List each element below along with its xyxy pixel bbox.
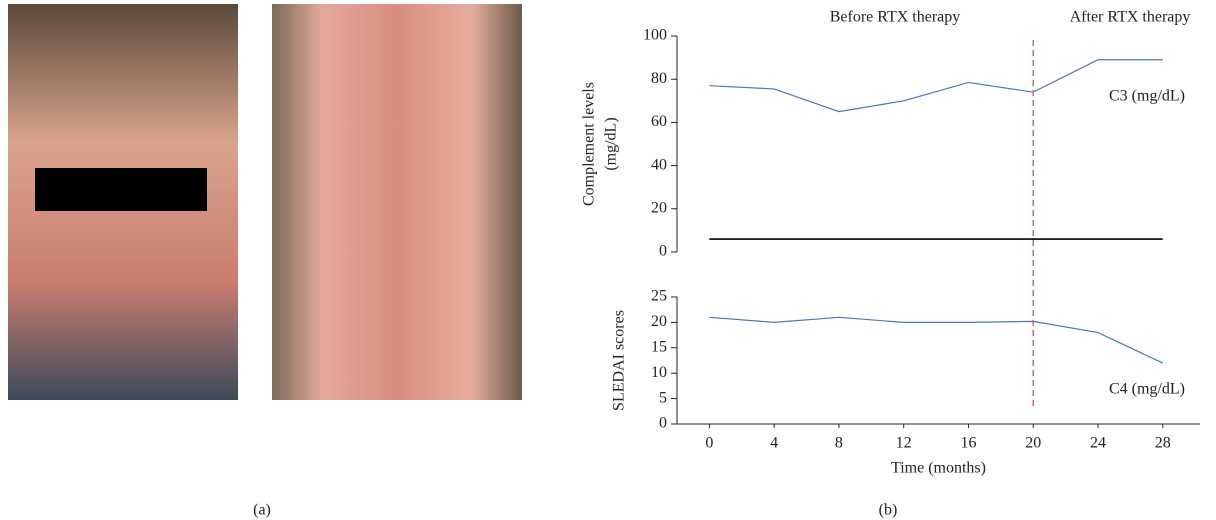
- x-tick-label: 8: [835, 435, 843, 452]
- y-tick-label: 20: [651, 199, 667, 216]
- y-tick-label: 40: [651, 156, 667, 173]
- y-tick-label: 80: [651, 70, 667, 87]
- page: (a) (b) 020406080100Complement levels(mg…: [0, 0, 1216, 520]
- panel-label: (b): [879, 502, 898, 519]
- annotation: C4 (mg/dL): [1109, 381, 1185, 398]
- y-tick-label: 20: [651, 313, 667, 330]
- panel-label: (a): [253, 502, 271, 519]
- y-tick-label: 5: [659, 389, 667, 406]
- x-tick-label: 24: [1090, 435, 1106, 452]
- y-tick-label: 0: [659, 243, 667, 260]
- x-tick-label: 16: [960, 435, 976, 452]
- figure: (a) (b) 020406080100Complement levels(mg…: [0, 0, 1216, 520]
- y-tick-label: 0: [659, 415, 667, 432]
- x-tick-label: 4: [770, 435, 778, 452]
- x-tick-label: 0: [705, 435, 713, 452]
- y-axis-label: SLEDAI scores: [611, 310, 628, 411]
- y-tick-label: 60: [651, 113, 667, 130]
- y-tick-label: 25: [651, 288, 667, 305]
- data-line: [709, 317, 1162, 363]
- x-tick-label: 20: [1025, 435, 1041, 452]
- eye-mask: [35, 168, 207, 211]
- y-tick-label: 100: [643, 27, 667, 44]
- x-tick-label: 12: [896, 435, 912, 452]
- y-axis-label: (mg/dL): [603, 117, 620, 170]
- y-tick-label: 15: [651, 338, 667, 355]
- annotation: C3 (mg/dL): [1109, 88, 1185, 105]
- y-tick-label: 10: [651, 364, 667, 381]
- photo-hands: [272, 4, 522, 400]
- annotation: After RTX therapy: [1070, 9, 1191, 26]
- x-tick-label: 28: [1155, 435, 1171, 452]
- y-axis-label: Complement levels: [581, 82, 598, 206]
- annotation: Before RTX therapy: [830, 9, 961, 26]
- x-axis-label: Time (months): [891, 460, 986, 477]
- data-line: [709, 60, 1162, 112]
